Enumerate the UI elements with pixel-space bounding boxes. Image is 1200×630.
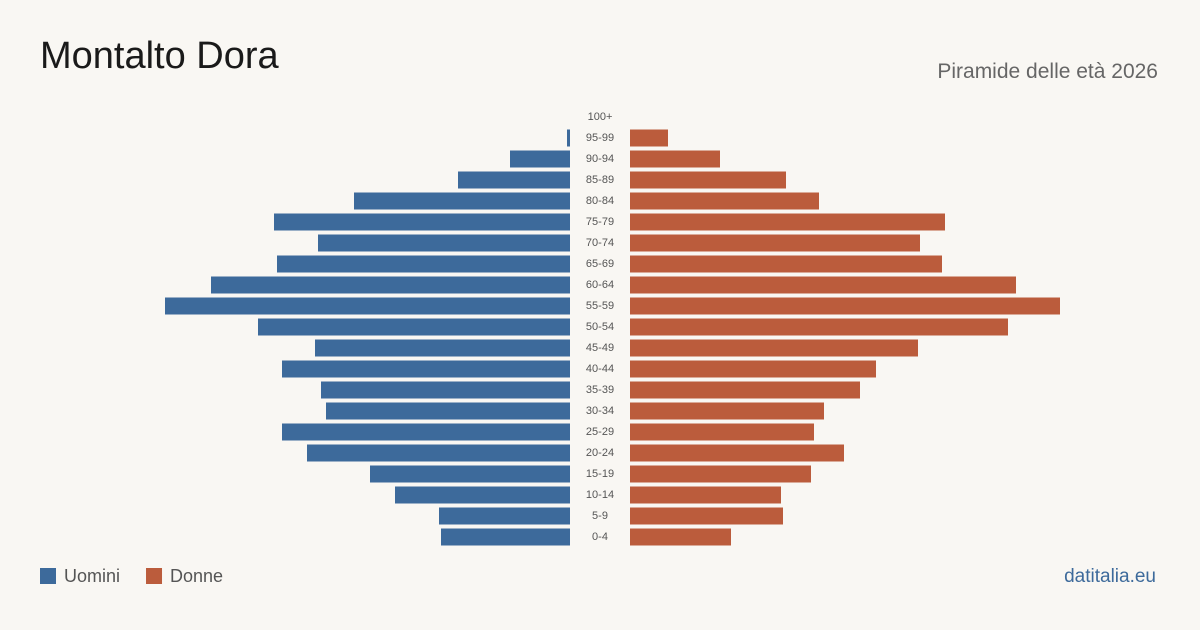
bar [630, 255, 942, 273]
bar [510, 150, 570, 168]
category-label: 25-29 [586, 426, 614, 438]
bar [318, 234, 570, 252]
bar [458, 171, 570, 189]
bar [439, 507, 570, 525]
bar [277, 255, 570, 273]
bar [630, 528, 731, 546]
category-label: 80-84 [586, 195, 614, 207]
bar [630, 444, 844, 462]
bar [630, 192, 819, 210]
category-label: 15-19 [586, 468, 614, 480]
category-label: 60-64 [586, 279, 614, 291]
category-label: 0-4 [592, 531, 608, 543]
category-label: 40-44 [586, 363, 614, 375]
legend-label: Donne [170, 566, 223, 586]
legend-swatch [40, 568, 56, 584]
bar [630, 486, 781, 504]
legend-swatch [146, 568, 163, 584]
bar [354, 192, 570, 210]
bar [630, 234, 920, 252]
category-label: 50-54 [586, 321, 614, 333]
chart-subtitle: Piramide delle età 2026 [937, 60, 1158, 83]
category-label: 90-94 [586, 153, 614, 165]
bar [211, 276, 570, 294]
bar [630, 171, 786, 189]
category-label: 75-79 [586, 216, 614, 228]
bar [630, 360, 876, 378]
category-label: 30-34 [586, 405, 614, 417]
bar [630, 150, 720, 168]
category-label: 45-49 [586, 342, 614, 354]
category-label: 95-99 [586, 132, 614, 144]
bar [630, 213, 945, 231]
bar [630, 381, 860, 399]
bar [326, 402, 570, 420]
bar [630, 276, 1016, 294]
bar [630, 402, 824, 420]
category-label: 65-69 [586, 258, 614, 270]
bar [630, 297, 1060, 315]
bar [567, 129, 570, 147]
bar [370, 465, 570, 483]
bar [282, 423, 570, 441]
bar [630, 465, 811, 483]
bar [630, 318, 1008, 336]
bar [282, 360, 570, 378]
bar [630, 339, 918, 357]
category-label: 35-39 [586, 384, 614, 396]
bar [630, 423, 814, 441]
bar [315, 339, 570, 357]
category-label: 10-14 [586, 489, 614, 501]
category-label: 20-24 [586, 447, 614, 459]
category-label: 5-9 [592, 510, 608, 522]
category-label: 85-89 [586, 174, 614, 186]
source: datitalia.eu [1064, 566, 1156, 587]
category-label: 55-59 [586, 300, 614, 312]
bar [258, 318, 570, 336]
bar [441, 528, 570, 546]
category-label: 100+ [588, 111, 613, 123]
bar [630, 129, 668, 147]
legend-label: Uomini [64, 566, 120, 586]
bar [274, 213, 570, 231]
bar [395, 486, 570, 504]
category-label: 70-74 [586, 237, 614, 249]
chart-title: Montalto Dora [40, 35, 280, 77]
bar [630, 507, 783, 525]
bar [321, 381, 570, 399]
bar [307, 444, 570, 462]
bar [165, 297, 570, 315]
